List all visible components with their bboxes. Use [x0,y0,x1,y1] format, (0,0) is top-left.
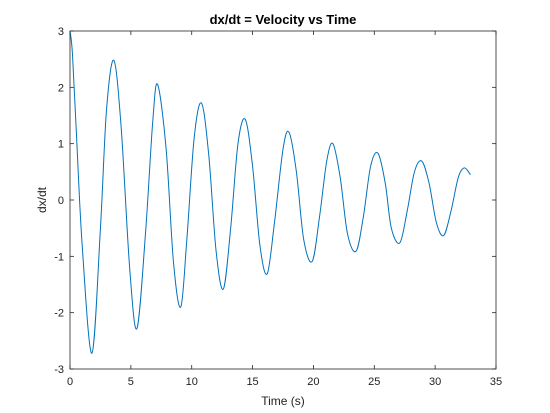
x-tick-label: 0 [67,376,73,388]
x-axis-label: Time (s) [261,394,305,408]
plot-background [70,31,496,369]
y-tick-label: 2 [58,82,64,94]
tick-labels: 0 5 10 15 20 25 30 35 -3 -2 -1 0 1 2 3 [54,26,502,388]
y-tick-label: 1 [58,139,64,151]
series-line-velocity [69,30,471,354]
plot-frame [69,30,497,370]
y-tick-label: -1 [54,251,64,263]
x-tick-label: 15 [246,376,258,388]
y-tick-label: -3 [54,364,64,376]
y-tick-label: -2 [54,308,64,320]
x-tick-label: 10 [186,376,198,388]
y-axis-label: dx/dt [35,186,49,213]
x-tick-label: 20 [307,376,319,388]
x-tick-label: 30 [429,376,441,388]
chart-title: dx/dt = Velocity vs Time [210,12,357,27]
x-tick-label: 25 [368,376,380,388]
x-tick-label: 35 [490,376,502,388]
y-tick-label: 0 [58,195,64,207]
y-tick-label: 3 [58,26,64,38]
x-tick-label: 5 [128,376,134,388]
